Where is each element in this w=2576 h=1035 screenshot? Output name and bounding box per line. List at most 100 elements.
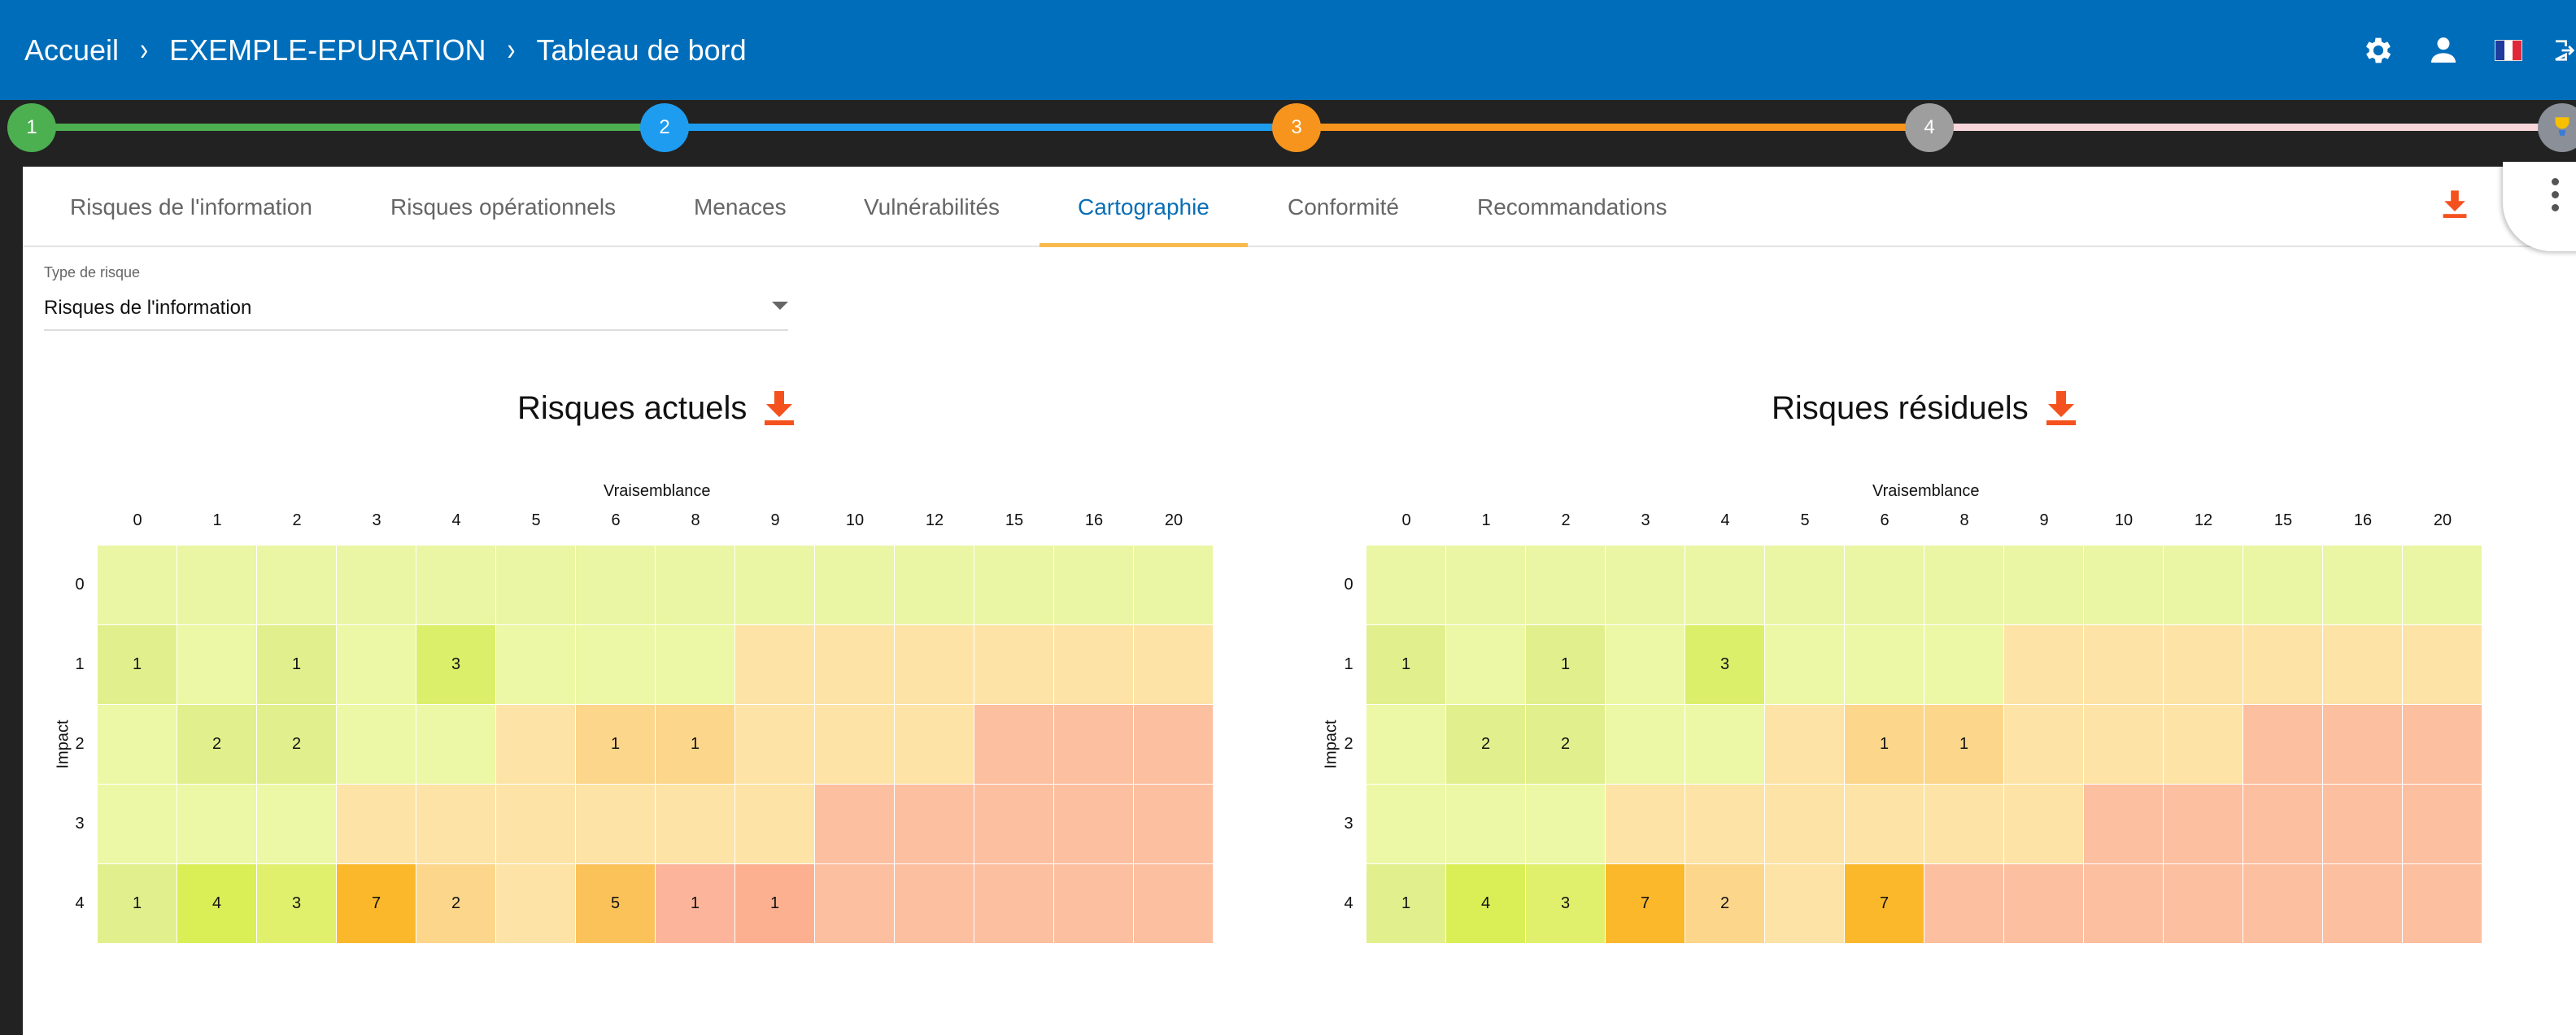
matrix-cell[interactable] [1924, 546, 2003, 624]
matrix-cell[interactable] [496, 785, 575, 863]
matrix-cell[interactable] [257, 546, 336, 624]
step-2[interactable]: 2 [640, 103, 689, 152]
matrix-cell[interactable]: 4 [177, 864, 256, 943]
matrix-cell[interactable] [337, 705, 416, 784]
matrix-cell[interactable] [1924, 625, 2003, 704]
matrix-cell[interactable] [1526, 785, 1605, 863]
matrix-cell[interactable] [2403, 625, 2482, 704]
matrix-cell[interactable] [98, 705, 177, 784]
user-icon[interactable] [2425, 32, 2462, 69]
matrix-cell[interactable] [2243, 864, 2322, 943]
matrix-cell[interactable] [1366, 546, 1445, 624]
matrix-cell[interactable] [895, 705, 974, 784]
matrix-cell[interactable] [496, 546, 575, 624]
matrix-cell[interactable] [576, 625, 655, 704]
matrix-cell[interactable] [974, 705, 1053, 784]
matrix-cell[interactable] [2164, 705, 2243, 784]
matrix-cell[interactable] [1366, 705, 1445, 784]
matrix-cell[interactable] [2243, 785, 2322, 863]
matrix-cell[interactable] [177, 785, 256, 863]
download-icon[interactable] [2434, 185, 2475, 225]
matrix-cell[interactable] [2084, 625, 2163, 704]
matrix-cell[interactable] [974, 625, 1053, 704]
matrix-cell[interactable]: 1 [1366, 625, 1445, 704]
matrix-cell[interactable] [2403, 546, 2482, 624]
matrix-cell[interactable] [1606, 705, 1685, 784]
matrix-cell[interactable] [2243, 705, 2322, 784]
flag-fr-icon[interactable] [2490, 32, 2527, 69]
matrix-cell[interactable] [1765, 864, 1844, 943]
matrix-cell[interactable]: 1 [1366, 864, 1445, 943]
matrix-cell[interactable] [974, 864, 1053, 943]
matrix-cell[interactable]: 1 [576, 705, 655, 784]
step-3[interactable]: 3 [1272, 103, 1321, 152]
matrix-cell[interactable]: 3 [1685, 625, 1764, 704]
matrix-cell[interactable]: 1 [1526, 625, 1605, 704]
matrix-cell[interactable] [2403, 705, 2482, 784]
matrix-cell[interactable]: 2 [1446, 705, 1525, 784]
risk-type-select[interactable]: Type de risque Risques de l'information [44, 264, 788, 331]
matrix-cell[interactable] [1606, 546, 1685, 624]
matrix-cell[interactable] [337, 546, 416, 624]
matrix-cell[interactable] [496, 864, 575, 943]
matrix-cell[interactable]: 4 [1446, 864, 1525, 943]
matrix-cell[interactable] [974, 785, 1053, 863]
matrix-cell[interactable] [496, 705, 575, 784]
matrix-cell[interactable] [1765, 705, 1844, 784]
matrix-cell[interactable] [1134, 705, 1213, 784]
matrix-cell[interactable] [2084, 546, 2163, 624]
matrix-cell[interactable] [1606, 785, 1685, 863]
matrix-cell[interactable] [257, 785, 336, 863]
logout-icon[interactable] [2552, 32, 2576, 69]
matrix-cell[interactable] [1526, 546, 1605, 624]
step-4[interactable]: 4 [1905, 103, 1954, 152]
matrix-cell[interactable] [2084, 785, 2163, 863]
tab-conformite[interactable]: Conformité [1288, 194, 1399, 220]
matrix-cell[interactable] [576, 546, 655, 624]
matrix-cell[interactable]: 2 [416, 864, 495, 943]
matrix-cell[interactable] [1845, 546, 1924, 624]
matrix-cell[interactable] [735, 546, 814, 624]
matrix-cell[interactable] [1845, 785, 1924, 863]
matrix-cell[interactable]: 2 [257, 705, 336, 784]
download-icon[interactable] [763, 390, 795, 427]
matrix-cell[interactable]: 5 [576, 864, 655, 943]
matrix-cell[interactable] [735, 785, 814, 863]
matrix-cell[interactable]: 2 [1526, 705, 1605, 784]
matrix-cell[interactable] [1924, 785, 2003, 863]
matrix-cell[interactable] [1054, 546, 1133, 624]
matrix-cell[interactable] [895, 864, 974, 943]
tab-risques-information[interactable]: Risques de l'information [70, 194, 312, 220]
matrix-cell[interactable] [656, 546, 734, 624]
matrix-cell[interactable] [2164, 864, 2243, 943]
matrix-cell[interactable]: 7 [337, 864, 416, 943]
matrix-cell[interactable] [2004, 546, 2083, 624]
matrix-cell[interactable] [98, 546, 177, 624]
matrix-cell[interactable] [895, 546, 974, 624]
matrix-cell[interactable] [337, 625, 416, 704]
matrix-cell[interactable] [974, 546, 1053, 624]
matrix-cell[interactable]: 1 [257, 625, 336, 704]
matrix-cell[interactable] [2243, 625, 2322, 704]
more-options-button[interactable] [2503, 162, 2576, 251]
matrix-cell[interactable] [1134, 864, 1213, 943]
tab-menaces[interactable]: Menaces [694, 194, 787, 220]
matrix-cell[interactable]: 3 [257, 864, 336, 943]
breadcrumb-project[interactable]: EXEMPLE-EPURATION [169, 33, 486, 67]
matrix-cell[interactable] [815, 546, 894, 624]
matrix-cell[interactable] [337, 785, 416, 863]
trophy-step-icon[interactable] [2538, 103, 2576, 152]
matrix-cell[interactable] [2004, 625, 2083, 704]
matrix-cell[interactable] [416, 705, 495, 784]
matrix-cell[interactable] [2323, 705, 2402, 784]
matrix-cell[interactable] [576, 785, 655, 863]
gear-icon[interactable] [2360, 32, 2397, 69]
matrix-cell[interactable] [1054, 705, 1133, 784]
matrix-cell[interactable] [2323, 625, 2402, 704]
matrix-cell[interactable] [1446, 785, 1525, 863]
matrix-cell[interactable]: 7 [1845, 864, 1924, 943]
matrix-cell[interactable] [2004, 785, 2083, 863]
matrix-cell[interactable] [2084, 705, 2163, 784]
matrix-cell[interactable] [1134, 625, 1213, 704]
matrix-cell[interactable]: 3 [1526, 864, 1605, 943]
